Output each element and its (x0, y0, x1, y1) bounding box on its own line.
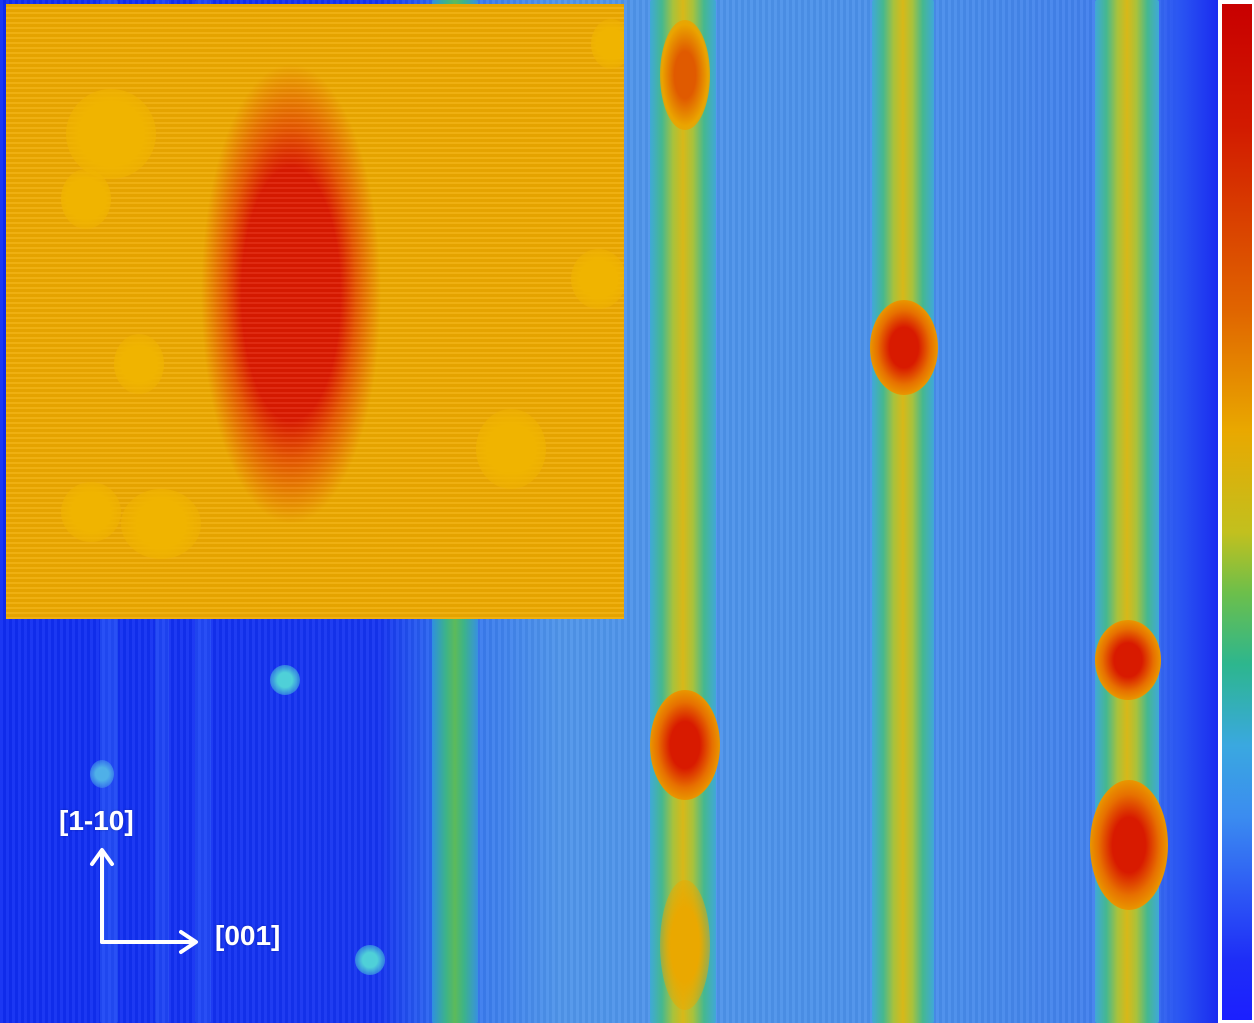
cyan-spot (270, 665, 300, 695)
cyan-spot (355, 945, 385, 975)
hot-spot (1090, 780, 1168, 910)
inset-zoom-image (6, 4, 624, 619)
axis-label-1-10: [1-10] (59, 805, 134, 836)
cyan-spot (90, 760, 114, 788)
inset-hot-spot (114, 334, 164, 394)
inset-hot-spot (591, 19, 624, 69)
hot-spot (660, 20, 710, 130)
yellow-ridge (872, 0, 934, 1023)
inset-hot-spot (571, 249, 624, 309)
inset-hot-spot (476, 409, 546, 489)
inset-hot-spot (121, 489, 201, 559)
hot-spot (1095, 620, 1161, 700)
axis-arrows-icon (90, 848, 198, 954)
orientation-axes: [1-10] [001] (55, 800, 315, 970)
inset-hot-spot (61, 482, 121, 542)
inset-hot-spot (61, 169, 111, 229)
hot-spot (870, 300, 938, 395)
colorbar (1222, 4, 1252, 1020)
hot-spot (650, 690, 720, 800)
inset-hot-spot (66, 89, 156, 179)
yellow-ridge (650, 0, 716, 1023)
warm-spot (660, 880, 710, 1010)
axis-label-001: [001] (215, 920, 281, 951)
